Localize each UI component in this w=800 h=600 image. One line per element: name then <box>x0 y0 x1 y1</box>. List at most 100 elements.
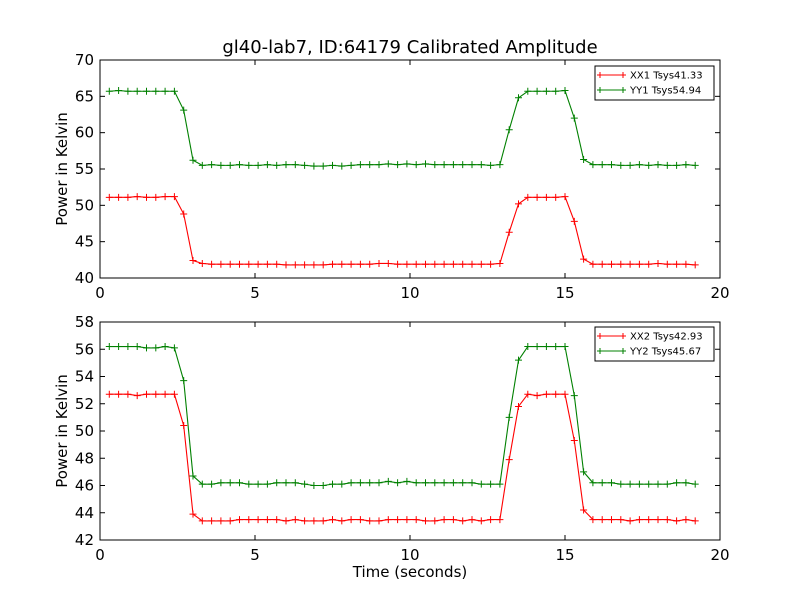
top-data-point <box>208 161 216 169</box>
bottom-data-point <box>580 506 588 514</box>
top-data-point <box>673 161 681 169</box>
top-data-point <box>682 260 690 268</box>
top-data-point <box>533 87 541 95</box>
bottom-data-point <box>626 480 634 488</box>
top-legend-marker <box>620 87 626 93</box>
top-data-point <box>375 259 383 267</box>
bottom-data-point <box>301 517 309 525</box>
bottom-data-point <box>533 343 541 351</box>
top-data-point <box>133 193 141 201</box>
bottom-data-point <box>338 517 346 525</box>
top-data-point <box>524 87 532 95</box>
bottom-data-point <box>645 480 653 488</box>
top-data-point <box>356 161 364 169</box>
top-data-point <box>449 161 457 169</box>
bottom-data-point <box>449 479 457 487</box>
bottom-data-point <box>440 516 448 524</box>
top-data-point <box>273 161 281 169</box>
top-data-point <box>124 193 132 201</box>
bottom-data-point <box>440 479 448 487</box>
bottom-data-point <box>431 479 439 487</box>
bottom-data-point <box>329 516 336 524</box>
bottom-data-point <box>682 516 690 524</box>
top-data-point <box>356 260 364 268</box>
bottom-data-point <box>273 516 281 524</box>
bottom-data-point <box>384 477 392 485</box>
top-data-point <box>496 259 504 267</box>
top-y-axis-label: Power in Kelvin <box>53 112 71 226</box>
top-data-point <box>645 260 653 268</box>
top-data-point <box>105 193 113 201</box>
bottom-series-line-yy <box>109 345 696 487</box>
top-data-point <box>459 260 467 268</box>
bottom-data-point <box>496 516 504 524</box>
bottom-data-point <box>189 510 197 518</box>
bottom-data-point <box>524 390 532 398</box>
bottom-legend-marker <box>620 333 626 339</box>
bottom-data-point <box>152 390 160 398</box>
bottom-data-point <box>124 390 132 398</box>
top-data-point <box>170 193 178 201</box>
top-data-point <box>635 260 643 268</box>
bottom-data-point <box>245 516 253 524</box>
top-data-point <box>645 161 653 169</box>
bottom-data-point <box>505 413 513 421</box>
bottom-data-point <box>468 479 476 487</box>
top-data-point <box>319 261 327 269</box>
top-data-point <box>561 193 569 201</box>
bottom-legend-label: YY2 Tsys45.67 <box>629 347 701 358</box>
bottom-data-point <box>682 479 690 487</box>
top-y-tick-label: 60 <box>75 124 94 142</box>
bottom-data-point <box>198 517 206 525</box>
top-data-point <box>394 161 402 169</box>
bottom-data-point <box>487 480 495 488</box>
bottom-data-point <box>133 392 141 400</box>
top-data-point <box>301 261 309 269</box>
bottom-data-point <box>570 437 578 445</box>
top-x-tick-label: 20 <box>710 284 729 302</box>
top-data-point <box>570 217 578 225</box>
bottom-data-point <box>477 517 485 525</box>
bottom-data-point <box>282 517 290 525</box>
bottom-data-point <box>198 480 206 488</box>
bottom-data-point <box>133 343 141 351</box>
top-data-point <box>477 260 485 268</box>
top-data-point <box>282 261 290 269</box>
top-data-point <box>291 261 299 269</box>
top-x-tick-label: 5 <box>250 284 260 302</box>
top-data-point <box>180 106 188 114</box>
top-data-point <box>589 161 597 169</box>
bottom-data-point <box>236 516 243 524</box>
bottom-data-point <box>580 468 588 476</box>
top-data-point <box>515 94 522 102</box>
top-series-line-yy <box>109 89 696 167</box>
top-data-point <box>422 160 429 168</box>
bottom-x-tick-label: 5 <box>250 546 260 564</box>
top-data-point <box>440 161 448 169</box>
top-data-point <box>236 260 243 268</box>
top-data-point <box>477 161 485 169</box>
bottom-data-point <box>533 392 541 400</box>
top-data-point <box>691 261 699 269</box>
top-data-point <box>580 156 588 164</box>
top-data-point <box>663 260 671 268</box>
top-data-point <box>394 260 402 268</box>
bottom-data-point <box>645 516 653 524</box>
bottom-data-point <box>449 516 457 524</box>
bottom-data-point <box>226 517 234 525</box>
bottom-x-tick-label: 15 <box>555 546 574 564</box>
top-data-point <box>617 161 625 169</box>
top-data-point <box>180 210 188 218</box>
bottom-data-point <box>394 516 402 524</box>
bottom-data-point <box>208 517 216 525</box>
bottom-data-point <box>366 479 374 487</box>
bottom-x-tick-label: 20 <box>710 546 729 564</box>
top-y-tick-label: 45 <box>75 233 94 251</box>
bottom-data-point <box>347 479 355 487</box>
top-data-point <box>161 87 169 95</box>
top-data-point <box>105 87 113 95</box>
top-data-point <box>542 87 550 95</box>
top-data-point <box>589 260 597 268</box>
top-data-point <box>552 193 560 201</box>
bottom-y-axis-label: Power in Kelvin <box>53 374 71 488</box>
